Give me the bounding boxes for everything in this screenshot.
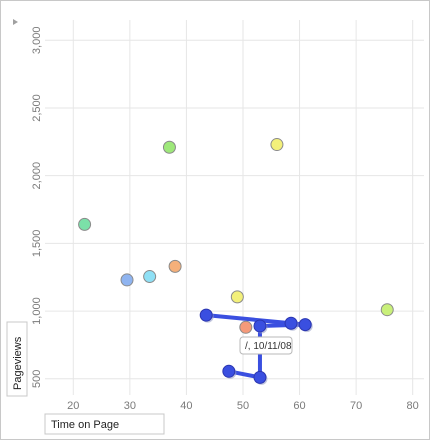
y-tick-label: 3,000 <box>31 27 43 55</box>
y-tick-label: 500 <box>31 370 43 388</box>
trail-point[interactable] <box>284 316 298 330</box>
bubble[interactable] <box>168 259 182 273</box>
y-tick-label: 1,000 <box>31 297 43 325</box>
x-tick-label: 80 <box>407 400 419 412</box>
trail-point[interactable] <box>253 319 267 333</box>
bubble[interactable] <box>120 273 134 287</box>
bubble[interactable] <box>162 140 176 154</box>
bubble[interactable] <box>230 290 244 304</box>
y-axis-title-box[interactable] <box>6 321 28 397</box>
trail-point[interactable] <box>222 364 236 378</box>
grid <box>45 20 424 395</box>
plot-area <box>45 20 424 395</box>
tooltip-text: /, 10/11/08 <box>245 341 292 352</box>
x-tick-label: 30 <box>124 400 136 412</box>
tooltip: /, 10/11/08 <box>239 336 293 355</box>
tooltip-box <box>239 336 293 355</box>
bubble[interactable] <box>143 270 157 284</box>
y-axis-title: Pageviews <box>12 336 24 390</box>
bubble[interactable] <box>380 303 394 317</box>
trail-point[interactable] <box>199 308 213 322</box>
triangle-right-icon[interactable] <box>13 19 18 25</box>
y-tick-label: 2,500 <box>31 94 43 122</box>
trail-point[interactable] <box>298 318 312 332</box>
x-axis-title: Time on Page <box>51 419 119 431</box>
x-tick-label: 20 <box>67 400 79 412</box>
bubbles[interactable] <box>78 138 394 334</box>
y-tick-label: 2,000 <box>31 162 43 190</box>
trail-point[interactable] <box>253 370 267 384</box>
y-axis-ticks: 500 1,000 1,500 2,000 2,500 3,000 <box>31 27 43 388</box>
x-axis-title-box[interactable] <box>44 413 165 435</box>
bubble[interactable] <box>78 217 92 231</box>
x-tick-label: 40 <box>180 400 192 412</box>
bubble[interactable] <box>270 138 284 152</box>
x-tick-label: 60 <box>293 400 305 412</box>
trail-segment <box>204 313 294 326</box>
bubble[interactable] <box>239 320 253 334</box>
x-tick-label: 70 <box>350 400 362 412</box>
x-axis-ticks: 20 30 40 50 60 70 80 <box>67 400 419 412</box>
x-tick-label: 50 <box>237 400 249 412</box>
series-trail[interactable] <box>199 308 313 385</box>
y-tick-label: 1,500 <box>31 230 43 258</box>
